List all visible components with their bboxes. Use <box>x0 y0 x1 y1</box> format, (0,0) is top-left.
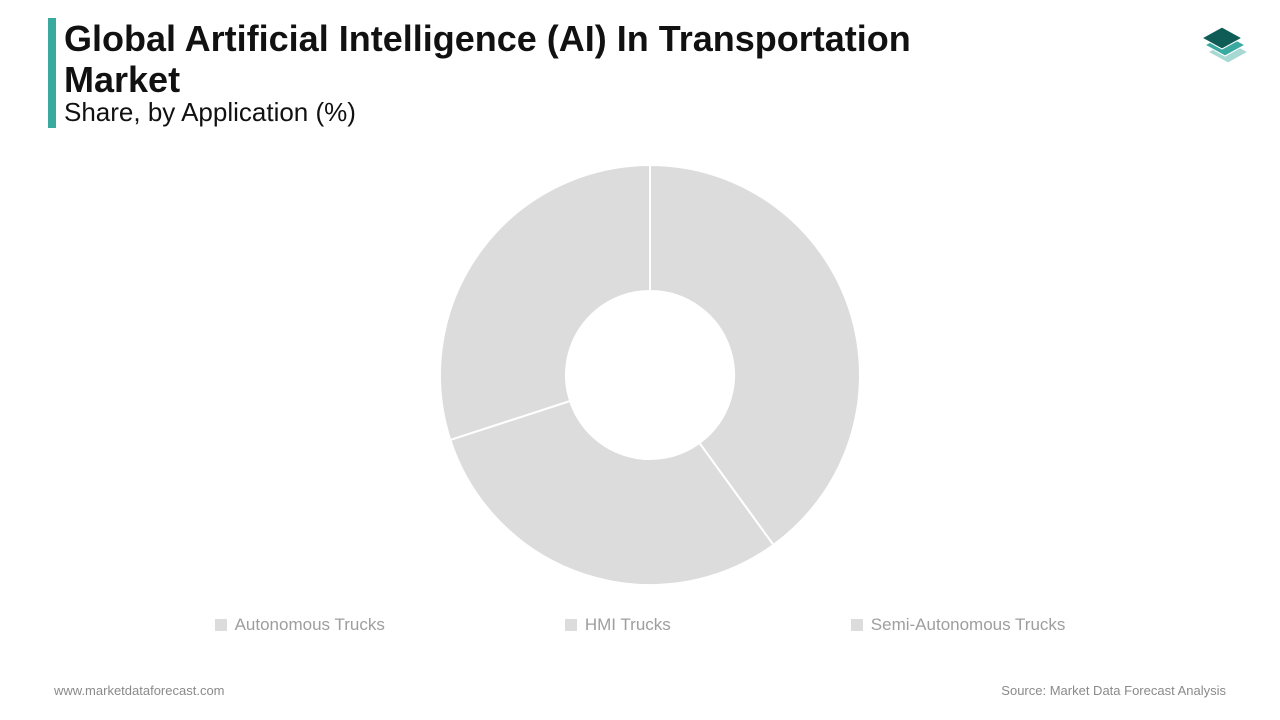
legend-swatch-icon <box>215 619 227 631</box>
brand-logo-icon <box>1190 20 1254 84</box>
legend-swatch-icon <box>851 619 863 631</box>
footer-source: Source: Market Data Forecast Analysis <box>1001 683 1226 698</box>
legend-label: Semi-Autonomous Trucks <box>871 615 1066 635</box>
legend-label: Autonomous Trucks <box>235 615 385 635</box>
page-title: Global Artificial Intelligence (AI) In T… <box>64 18 944 101</box>
chart-area <box>0 155 1280 615</box>
donut-chart <box>430 155 870 595</box>
title-wrap: Global Artificial Intelligence (AI) In T… <box>48 18 1220 128</box>
page: Global Artificial Intelligence (AI) In T… <box>0 0 1280 720</box>
legend-swatch-icon <box>565 619 577 631</box>
page-subtitle: Share, by Application (%) <box>64 97 944 128</box>
chart-legend: Autonomous Trucks HMI Trucks Semi-Autonomo… <box>0 615 1280 635</box>
donut-slice <box>440 165 650 440</box>
footer-website: www.marketdataforecast.com <box>54 683 225 698</box>
footer: www.marketdataforecast.com Source: Marke… <box>0 683 1280 698</box>
legend-item: HMI Trucks <box>565 615 671 635</box>
legend-label: HMI Trucks <box>585 615 671 635</box>
legend-item: Autonomous Trucks <box>215 615 385 635</box>
title-accent-bar <box>48 18 56 128</box>
header: Global Artificial Intelligence (AI) In T… <box>48 18 1220 128</box>
legend-item: Semi-Autonomous Trucks <box>851 615 1066 635</box>
